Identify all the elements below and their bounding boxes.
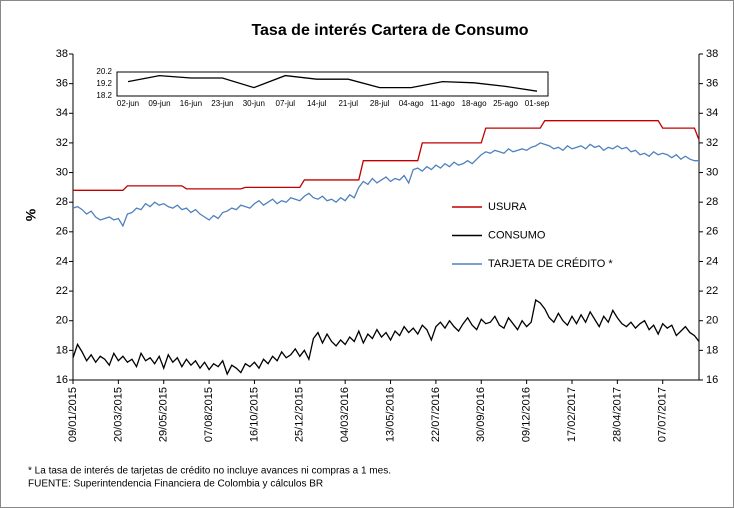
chart-title: Tasa de interés Cartera de Consumo bbox=[251, 22, 528, 39]
y2-tick-label: 22 bbox=[706, 285, 718, 297]
series-line bbox=[72, 298, 700, 376]
series-line bbox=[72, 142, 699, 228]
x-tick-label: 07/07/2017 bbox=[657, 387, 669, 442]
x-tick-label: 01-sep bbox=[525, 99, 550, 108]
x-tick-label: 04/03/2016 bbox=[339, 387, 351, 442]
x-tick-label: 22/07/2016 bbox=[430, 387, 442, 442]
x-tick-label: 25-ago bbox=[493, 99, 518, 108]
y-tick-label: 16 bbox=[56, 374, 68, 386]
y2-tick-label: 36 bbox=[706, 78, 718, 90]
x-tick-label: 30/09/2016 bbox=[475, 387, 487, 442]
series-line bbox=[73, 120, 700, 191]
y2-tick-label: 32 bbox=[706, 137, 718, 149]
x-tick-label: 09/01/2015 bbox=[67, 387, 79, 442]
y2-tick-label: 38 bbox=[706, 48, 718, 60]
y-tick-label: 20 bbox=[56, 315, 68, 327]
series-line bbox=[127, 74, 538, 92]
y2-tick-label: 18 bbox=[706, 344, 718, 356]
y-axis-label: % bbox=[23, 208, 39, 221]
x-tick-label: 16-jun bbox=[180, 99, 202, 108]
y2-tick-label: 20 bbox=[706, 315, 718, 327]
y-tick-label: 18.2 bbox=[96, 91, 112, 100]
x-tick-label: 28/04/2017 bbox=[611, 387, 623, 442]
x-tick-label: 17/02/2017 bbox=[566, 387, 578, 442]
y-tick-label: 28 bbox=[56, 196, 68, 208]
x-tick-label: 23-jun bbox=[211, 99, 233, 108]
y-tick-label: 38 bbox=[56, 48, 68, 60]
x-tick-label: 07-jul bbox=[276, 99, 296, 108]
x-tick-label: 14-jul bbox=[307, 99, 327, 108]
y-tick-label: 34 bbox=[56, 107, 68, 119]
x-tick-label: 28-jul bbox=[370, 99, 390, 108]
x-tick-label: 20/03/2015 bbox=[112, 387, 124, 442]
y2-tick-label: 16 bbox=[706, 374, 718, 386]
y2-tick-label: 26 bbox=[706, 226, 718, 238]
y-tick-label: 32 bbox=[56, 137, 68, 149]
x-tick-label: 18-ago bbox=[462, 99, 487, 108]
y2-tick-label: 34 bbox=[706, 107, 718, 119]
y-tick-label: 36 bbox=[56, 78, 68, 90]
x-tick-label: 07/08/2015 bbox=[203, 387, 215, 442]
y-tick-label: 19.2 bbox=[96, 79, 112, 88]
y-tick-label: 18 bbox=[56, 344, 68, 356]
plot-frame bbox=[116, 71, 549, 97]
y-tick-label: 22 bbox=[56, 285, 68, 297]
x-tick-label: 09-jun bbox=[148, 99, 170, 108]
y-tick-label: 24 bbox=[56, 255, 68, 267]
x-tick-label: 11-ago bbox=[430, 99, 455, 108]
legend-label: TARJETA DE CRÉDITO * bbox=[488, 257, 613, 270]
y-tick-label: 30 bbox=[56, 166, 68, 178]
y-tick-label: 20.2 bbox=[96, 67, 112, 76]
x-tick-label: 04-ago bbox=[399, 99, 424, 108]
y2-tick-label: 28 bbox=[706, 196, 718, 208]
footnote: * La tasa de interés de tarjetas de créd… bbox=[28, 466, 391, 477]
x-tick-label: 16/10/2015 bbox=[248, 387, 260, 442]
y2-tick-label: 24 bbox=[706, 255, 718, 267]
y2-tick-label: 30 bbox=[706, 166, 718, 178]
x-tick-label: 25/12/2015 bbox=[294, 387, 306, 442]
x-tick-label: 21-jul bbox=[338, 99, 358, 108]
x-tick-label: 29/05/2015 bbox=[158, 387, 170, 442]
legend-label: USURA bbox=[488, 201, 527, 213]
legend-label: CONSUMO bbox=[488, 229, 546, 241]
footnote: FUENTE: Superintendencia Financiera de C… bbox=[28, 479, 323, 490]
y-tick-label: 26 bbox=[56, 226, 68, 238]
x-tick-label: 13/05/2016 bbox=[384, 387, 396, 442]
x-tick-label: 09/12/2016 bbox=[521, 387, 533, 442]
x-tick-label: 02-jun bbox=[117, 99, 139, 108]
x-tick-label: 30-jun bbox=[243, 99, 265, 108]
